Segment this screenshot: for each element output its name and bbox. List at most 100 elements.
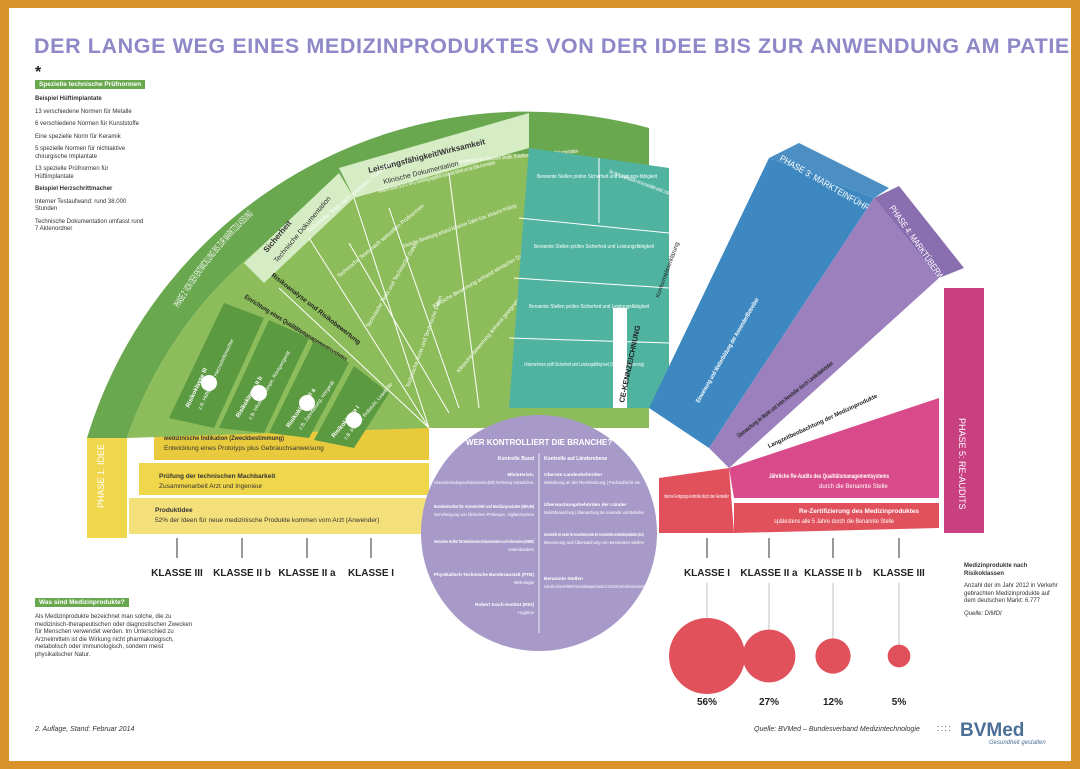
pace-1: Interner Testaufwand: rund 38.000 Stunde…: [35, 198, 127, 213]
phase-4-sector: [709, 198, 939, 468]
control-l5: Hygiene: [518, 610, 534, 615]
control-l3: Datenbanken: [508, 547, 534, 552]
control-right-head: Kontrolle auf Länderebene: [544, 456, 608, 462]
control-l1-title: Ministerien,: [507, 472, 534, 478]
klasse-left-label: KLASSE III: [151, 568, 203, 579]
intern-label: Interne Fertigungs-kontrolle durch den H…: [664, 494, 729, 500]
band-machbarkeit: [139, 463, 429, 495]
hip-norm-5: 13 spezielle Prüfnormen für Hüftimplanta…: [35, 166, 109, 180]
market-info: Medizinprodukte nach Risikoklassen Anzah…: [964, 563, 1059, 623]
klasse-left-label: KLASSE I: [348, 568, 394, 579]
band-2-text: Zusammenarbeit Arzt und Ingenieur: [159, 483, 263, 490]
rezert-sub: spätestens alle 5 Jahre durch die Benann…: [774, 519, 895, 525]
control-l2: Genehmigung von klinischen Prüfungen, Vi…: [434, 512, 534, 517]
source-note: Quelle: BVMed – Bundesverband Medizintec…: [754, 726, 920, 733]
norms-list: Beispiel Hüftimplantate 13 verschiedene …: [35, 96, 145, 239]
hip-implant-icon: [201, 375, 217, 391]
rezert-label: Re-Zertifizierung des Medizinproduktes: [799, 508, 919, 515]
wedge-r4: [314, 366, 389, 448]
sicherheit-header: [244, 173, 354, 283]
control-r3-title: Zentralstelle der Länder für Gesundheits…: [544, 532, 644, 538]
bubble-3: [815, 638, 851, 674]
control-r2: Marktüberwachung | Überwachung der Anwen…: [544, 510, 644, 515]
control-r4-title: Benannte Stellen: [544, 576, 583, 582]
band-produktidee: [129, 498, 429, 534]
control-r3: Benennung und Überwachung von Benannten …: [544, 540, 645, 545]
edition-note: 2. Auflage, Stand: Februar 2014: [35, 726, 135, 733]
band-3-title: Medizinische Indikation (Zweckbestimmung…: [164, 435, 284, 442]
control-r2-title: Überwachungsbehörden der Länder: [544, 501, 626, 508]
klasse-right-label: KLASSE III: [873, 568, 925, 579]
teal-t1: Benannte Stellen prüfen Sicherheit und L…: [537, 174, 657, 180]
klasse-right-label: KLASSE I: [684, 568, 730, 579]
pace-title: Beispiel Herzschrittmacher: [35, 186, 113, 192]
teal-column: [509, 148, 669, 408]
market-source: Quelle: DIMDI: [964, 610, 1002, 617]
control-l4: Metrologie: [514, 580, 535, 585]
teal-t4: Benannte Stellen prüfen Sicherheit und L…: [529, 304, 649, 310]
definition-text: Als Medizinprodukte bezeichnet man solch…: [35, 614, 193, 658]
phase-1-strip: [87, 438, 127, 538]
infusion-pump-icon: [251, 385, 267, 401]
logo-dots-icon: ∷∷: [937, 724, 952, 735]
wedge-r3: [269, 341, 349, 438]
teal-t5: Unternehmen prüft Sicherheit und Leistun…: [524, 362, 644, 368]
phase-5-rezert: [734, 503, 939, 533]
bubble-chart: 56% 27% 12% 5%: [669, 618, 911, 708]
bubble-label-1: 56%: [697, 697, 717, 708]
control-title: WER KONTROLLIERT DIE BRANCHE?: [466, 438, 612, 447]
ce-strip: [613, 308, 627, 408]
control-left-head: Kontrolle Bund: [498, 456, 534, 462]
hip-title: Beispiel Hüftimplantate: [35, 96, 102, 102]
phase-5-band: [944, 288, 984, 533]
cell-dividers: [278, 172, 480, 429]
phase-1-label: PHASE 1: IDEE: [96, 444, 106, 508]
plaster-icon: [346, 412, 362, 428]
phase-3-band: [769, 143, 889, 198]
klasse-left-label: KLASSE II a: [278, 568, 336, 579]
teal-dividers: [508, 158, 670, 344]
hip-norm-3: Eine spezielle Norm für Keramik: [35, 133, 121, 140]
phase-5-audit: [729, 398, 939, 498]
market-title: Medizinprodukte nach Risikoklassen: [964, 563, 1028, 577]
control-r4: Neutrale Auditierer, Zertifizierer und P…: [544, 584, 644, 589]
jaehrlich-label: Jährliche Re-Audits des Qualitätsmanagem…: [769, 473, 889, 480]
phase-5-label: PHASE 5: RE-AUDITS: [957, 418, 967, 510]
band-2-title: Prüfung der technischen Machbarkeit: [159, 473, 276, 480]
klasse-right-label: KLASSE II b: [804, 568, 862, 579]
control-l2-title: Bundesinstitut für Arzneimittel und Medi…: [434, 504, 534, 510]
page-title: DER LANGE WEG EINES MEDIZINPRODUKTES VON…: [34, 34, 1071, 58]
band-1-title: Produktidee: [155, 507, 193, 514]
bvmed-logo: BVMed: [960, 720, 1025, 741]
band-1-text: 52% der Ideen für neue medizinische Prod…: [155, 517, 379, 524]
bubble-2: [742, 629, 796, 683]
teal-t3: Benannte Stellen prüfen Sicherheit und L…: [534, 244, 654, 250]
bubble-1: [669, 618, 745, 694]
bubble-label-3: 12%: [823, 697, 843, 708]
norms-tag: Spezielle technische Prüfnormen: [35, 80, 146, 89]
control-r1-title: Oberste Landesbehörden: [544, 472, 602, 478]
market-text: Anzahl der im Jahr 2012 in Verkehr gebra…: [964, 583, 1058, 604]
intern-box: [659, 468, 734, 533]
bubble-4: [887, 644, 911, 668]
hip-norm-1: 13 verschiedene Normen für Metalle: [35, 108, 132, 115]
phase-4-band: [874, 186, 964, 278]
control-l5-title: Robert Koch-Institut (RKI): [475, 602, 535, 608]
wedge-r2: [219, 320, 309, 433]
control-circle: WER KONTROLLIERT DIE BRANCHE? Kontrolle …: [421, 415, 657, 651]
footnote-star: *: [35, 64, 42, 81]
poster: DER LANGE WEG EINES MEDIZINPRODUKTES VON…: [9, 8, 1071, 761]
hip-norm-4: 5 spezielle Normen für nichtaktive chiru…: [35, 146, 126, 160]
control-r1: Mitwirkung an der Rechtsetzung | Fachauf…: [544, 480, 641, 485]
wedge-r1: [169, 303, 264, 428]
control-l3-title: Deutsches Institut für Medizinische Doku…: [434, 539, 534, 545]
jaehrlich-sub: durch die Benannte Stelle: [819, 484, 888, 490]
phase-diagram: PHASE 1: IDEE Produktidee 52% der Ideen …: [87, 111, 984, 708]
bvmed-slogan: Gesundheit gestalten: [989, 740, 1046, 746]
risk-wedges: Risikoklasse III Risikoklasse II b Risik…: [169, 303, 394, 448]
phase-3-sector: [649, 158, 874, 448]
klasse-left-label: KLASSE II b: [213, 568, 271, 579]
leistung-header: [339, 113, 529, 198]
definition-tag: Was sind Medizinprodukte?: [35, 598, 129, 607]
hip-norm-2: 6 verschiedene Normen für Kunststoffe: [35, 121, 139, 127]
